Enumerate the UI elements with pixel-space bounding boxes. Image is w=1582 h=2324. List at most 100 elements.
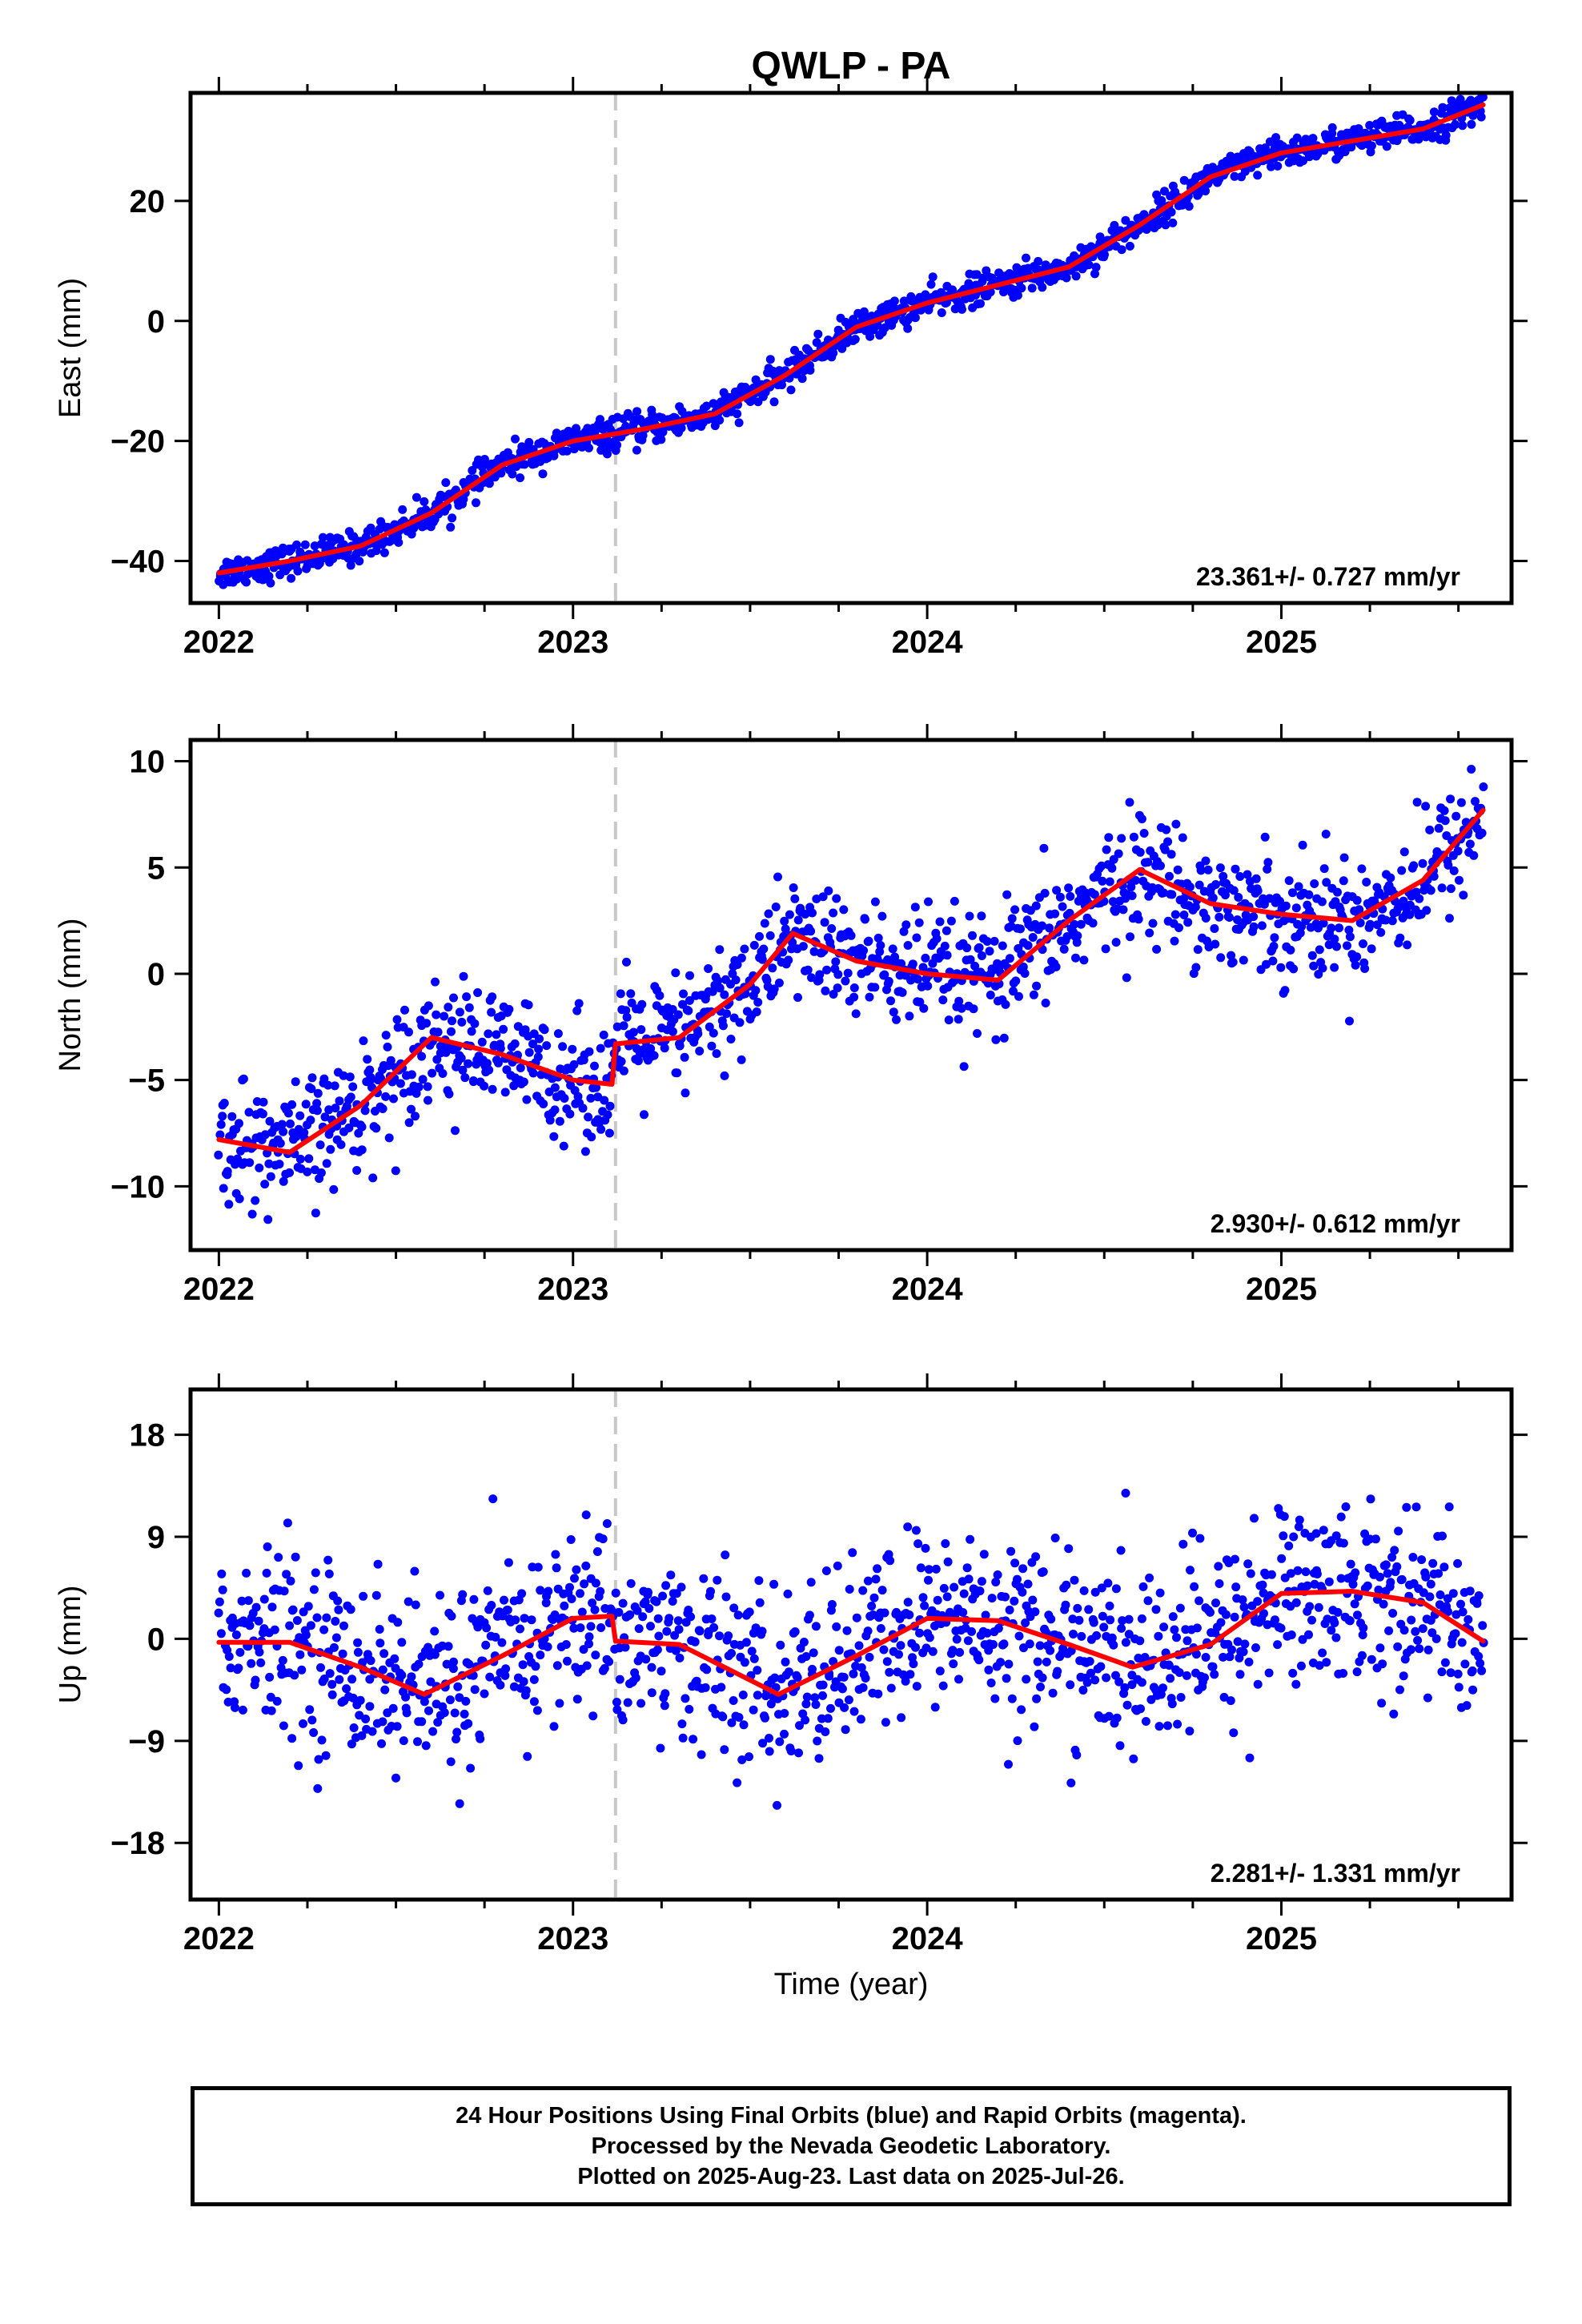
observation-point xyxy=(1295,928,1305,938)
observation-point xyxy=(896,1641,905,1651)
observation-point xyxy=(286,1119,295,1128)
observation-point xyxy=(656,1667,666,1676)
observation-point xyxy=(965,911,974,921)
observation-point xyxy=(1014,991,1023,1001)
observation-point xyxy=(300,540,310,549)
observation-point xyxy=(1191,903,1200,911)
observation-point xyxy=(773,1800,781,1810)
observation-point xyxy=(391,1773,400,1783)
observation-point xyxy=(1022,1675,1031,1684)
observation-point xyxy=(1437,1667,1447,1677)
observation-point xyxy=(707,1041,717,1051)
panel-east: 2022 2023 2024 2025 −40 −20 0 20 East (mm) 23.361… xyxy=(54,77,1528,660)
observation-point xyxy=(538,469,548,479)
observation-point xyxy=(1275,896,1284,906)
observation-point xyxy=(450,1708,460,1718)
observation-point xyxy=(863,1576,873,1586)
observation-point xyxy=(986,1679,996,1687)
observation-point xyxy=(985,947,994,956)
observation-point xyxy=(553,1029,563,1039)
observation-point xyxy=(963,1636,973,1646)
observation-point xyxy=(821,986,830,995)
observation-point xyxy=(371,546,381,556)
observation-point xyxy=(948,1646,958,1655)
observation-point xyxy=(1178,1539,1188,1549)
observation-point xyxy=(668,1005,677,1014)
observation-point xyxy=(924,1565,934,1574)
observation-point xyxy=(424,1096,432,1105)
observation-point xyxy=(625,1610,635,1619)
observation-point xyxy=(596,1124,606,1134)
rate-label: 2.281+/- 1.331 mm/yr xyxy=(1211,1859,1460,1888)
observation-point xyxy=(1196,866,1206,875)
observation-point xyxy=(1375,1572,1384,1582)
observation-point xyxy=(584,443,593,452)
footer-box: 24 Hour Positions Using Final Orbits (bl… xyxy=(191,2086,1512,2206)
observation-point xyxy=(905,1670,915,1679)
observation-point xyxy=(1215,863,1225,873)
observation-point xyxy=(702,1665,712,1675)
observation-point xyxy=(295,1650,305,1659)
observation-point xyxy=(661,1689,670,1699)
observation-point xyxy=(962,1563,972,1573)
observation-point xyxy=(718,1712,728,1722)
observation-point xyxy=(1031,901,1041,911)
observation-point xyxy=(1090,269,1099,279)
observation-point xyxy=(1397,866,1407,875)
observation-point xyxy=(618,1598,628,1608)
observation-point xyxy=(1439,1562,1449,1572)
observation-point xyxy=(903,1598,913,1607)
observation-point xyxy=(574,999,584,1008)
observation-point xyxy=(665,1614,674,1623)
observation-point xyxy=(1453,1558,1463,1568)
observation-point xyxy=(867,1602,877,1610)
observation-point xyxy=(757,1626,767,1636)
observation-point xyxy=(1105,1601,1114,1610)
observation-point xyxy=(1355,918,1365,927)
observation-point xyxy=(1387,1553,1397,1562)
observation-point xyxy=(861,1674,870,1683)
observation-point xyxy=(1203,865,1213,875)
observation-point xyxy=(680,1052,689,1062)
observation-point xyxy=(1468,1666,1477,1675)
observation-point xyxy=(1032,1694,1042,1703)
observation-point xyxy=(822,965,832,975)
observation-point xyxy=(1345,1616,1355,1626)
observation-point xyxy=(569,1059,579,1069)
observation-point xyxy=(317,1735,327,1745)
chart-title: QWLP - PA xyxy=(752,45,951,87)
observation-point xyxy=(753,1666,762,1675)
observation-point xyxy=(1411,1502,1421,1512)
observation-point xyxy=(1253,887,1263,895)
observation-point xyxy=(1174,923,1183,932)
observation-point xyxy=(424,1706,433,1715)
observation-point xyxy=(1383,1569,1392,1578)
observation-point xyxy=(1327,1626,1336,1635)
observation-point xyxy=(366,1656,375,1666)
observation-point xyxy=(859,946,869,955)
observation-point xyxy=(734,1713,744,1722)
observation-point xyxy=(837,344,847,353)
observation-point xyxy=(751,986,761,995)
observation-point xyxy=(312,1106,322,1116)
observation-point xyxy=(733,409,742,419)
observation-point xyxy=(440,1011,449,1021)
observation-point xyxy=(1371,1534,1380,1544)
observation-point xyxy=(493,1058,503,1068)
observation-point xyxy=(718,1021,728,1031)
observation-point xyxy=(1378,1659,1387,1669)
observation-point xyxy=(1249,922,1259,931)
observation-point xyxy=(347,1739,356,1749)
observation-point xyxy=(432,1010,441,1019)
observation-point xyxy=(215,1130,225,1140)
observation-point xyxy=(1379,1599,1388,1609)
observation-point xyxy=(758,1739,768,1748)
observation-point xyxy=(326,1144,335,1154)
observation-point xyxy=(262,1568,271,1578)
observation-point xyxy=(259,1097,268,1107)
observation-point xyxy=(793,1673,802,1683)
observation-point xyxy=(994,1623,1003,1633)
observation-point xyxy=(605,1101,615,1111)
observation-point xyxy=(1098,1611,1107,1621)
observation-point xyxy=(270,1625,279,1634)
